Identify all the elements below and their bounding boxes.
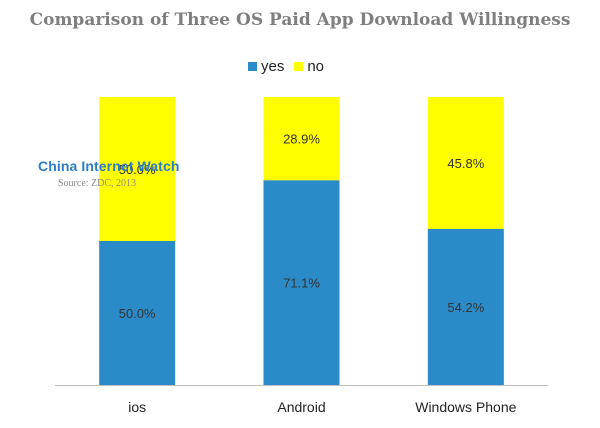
- legend-item-no: no: [294, 58, 324, 75]
- bar-no-android: [263, 97, 340, 181]
- data-label-yes-ios: 50.0%: [119, 306, 156, 321]
- bar-no-ios: [99, 97, 176, 241]
- legend-swatch-yes: [248, 61, 257, 71]
- data-label-yes-android: 71.1%: [283, 276, 320, 291]
- legend-label-no: no: [307, 57, 325, 75]
- data-label-no-windows-phone: 45.8%: [447, 156, 484, 171]
- x-tick-label-android: Android: [277, 399, 325, 415]
- legend-swatch-no: [294, 61, 304, 71]
- chart-title: Comparison of Three OS Paid App Download…: [29, 10, 571, 30]
- bar-yes-windows-phone: [427, 228, 504, 385]
- x-tick-label-windows-phone: Windows Phone: [415, 399, 516, 415]
- source-note: Source: ZDC, 2013: [58, 178, 137, 189]
- bar-yes-android: [263, 180, 340, 385]
- bar-yes-ios: [99, 241, 176, 385]
- legend-label-yes: yes: [261, 57, 285, 75]
- data-label-yes-windows-phone: 54.2%: [447, 300, 484, 315]
- bar-no-windows-phone: [427, 97, 504, 229]
- x-tick-label-ios: ios: [128, 399, 146, 415]
- legend-item-yes: yes: [248, 58, 284, 75]
- watermark-brand: China Internet Watch: [38, 158, 180, 174]
- legend: yes no: [248, 57, 324, 75]
- data-label-no-android: 28.9%: [283, 132, 320, 147]
- data-label-no-ios: 50.0%: [119, 162, 156, 177]
